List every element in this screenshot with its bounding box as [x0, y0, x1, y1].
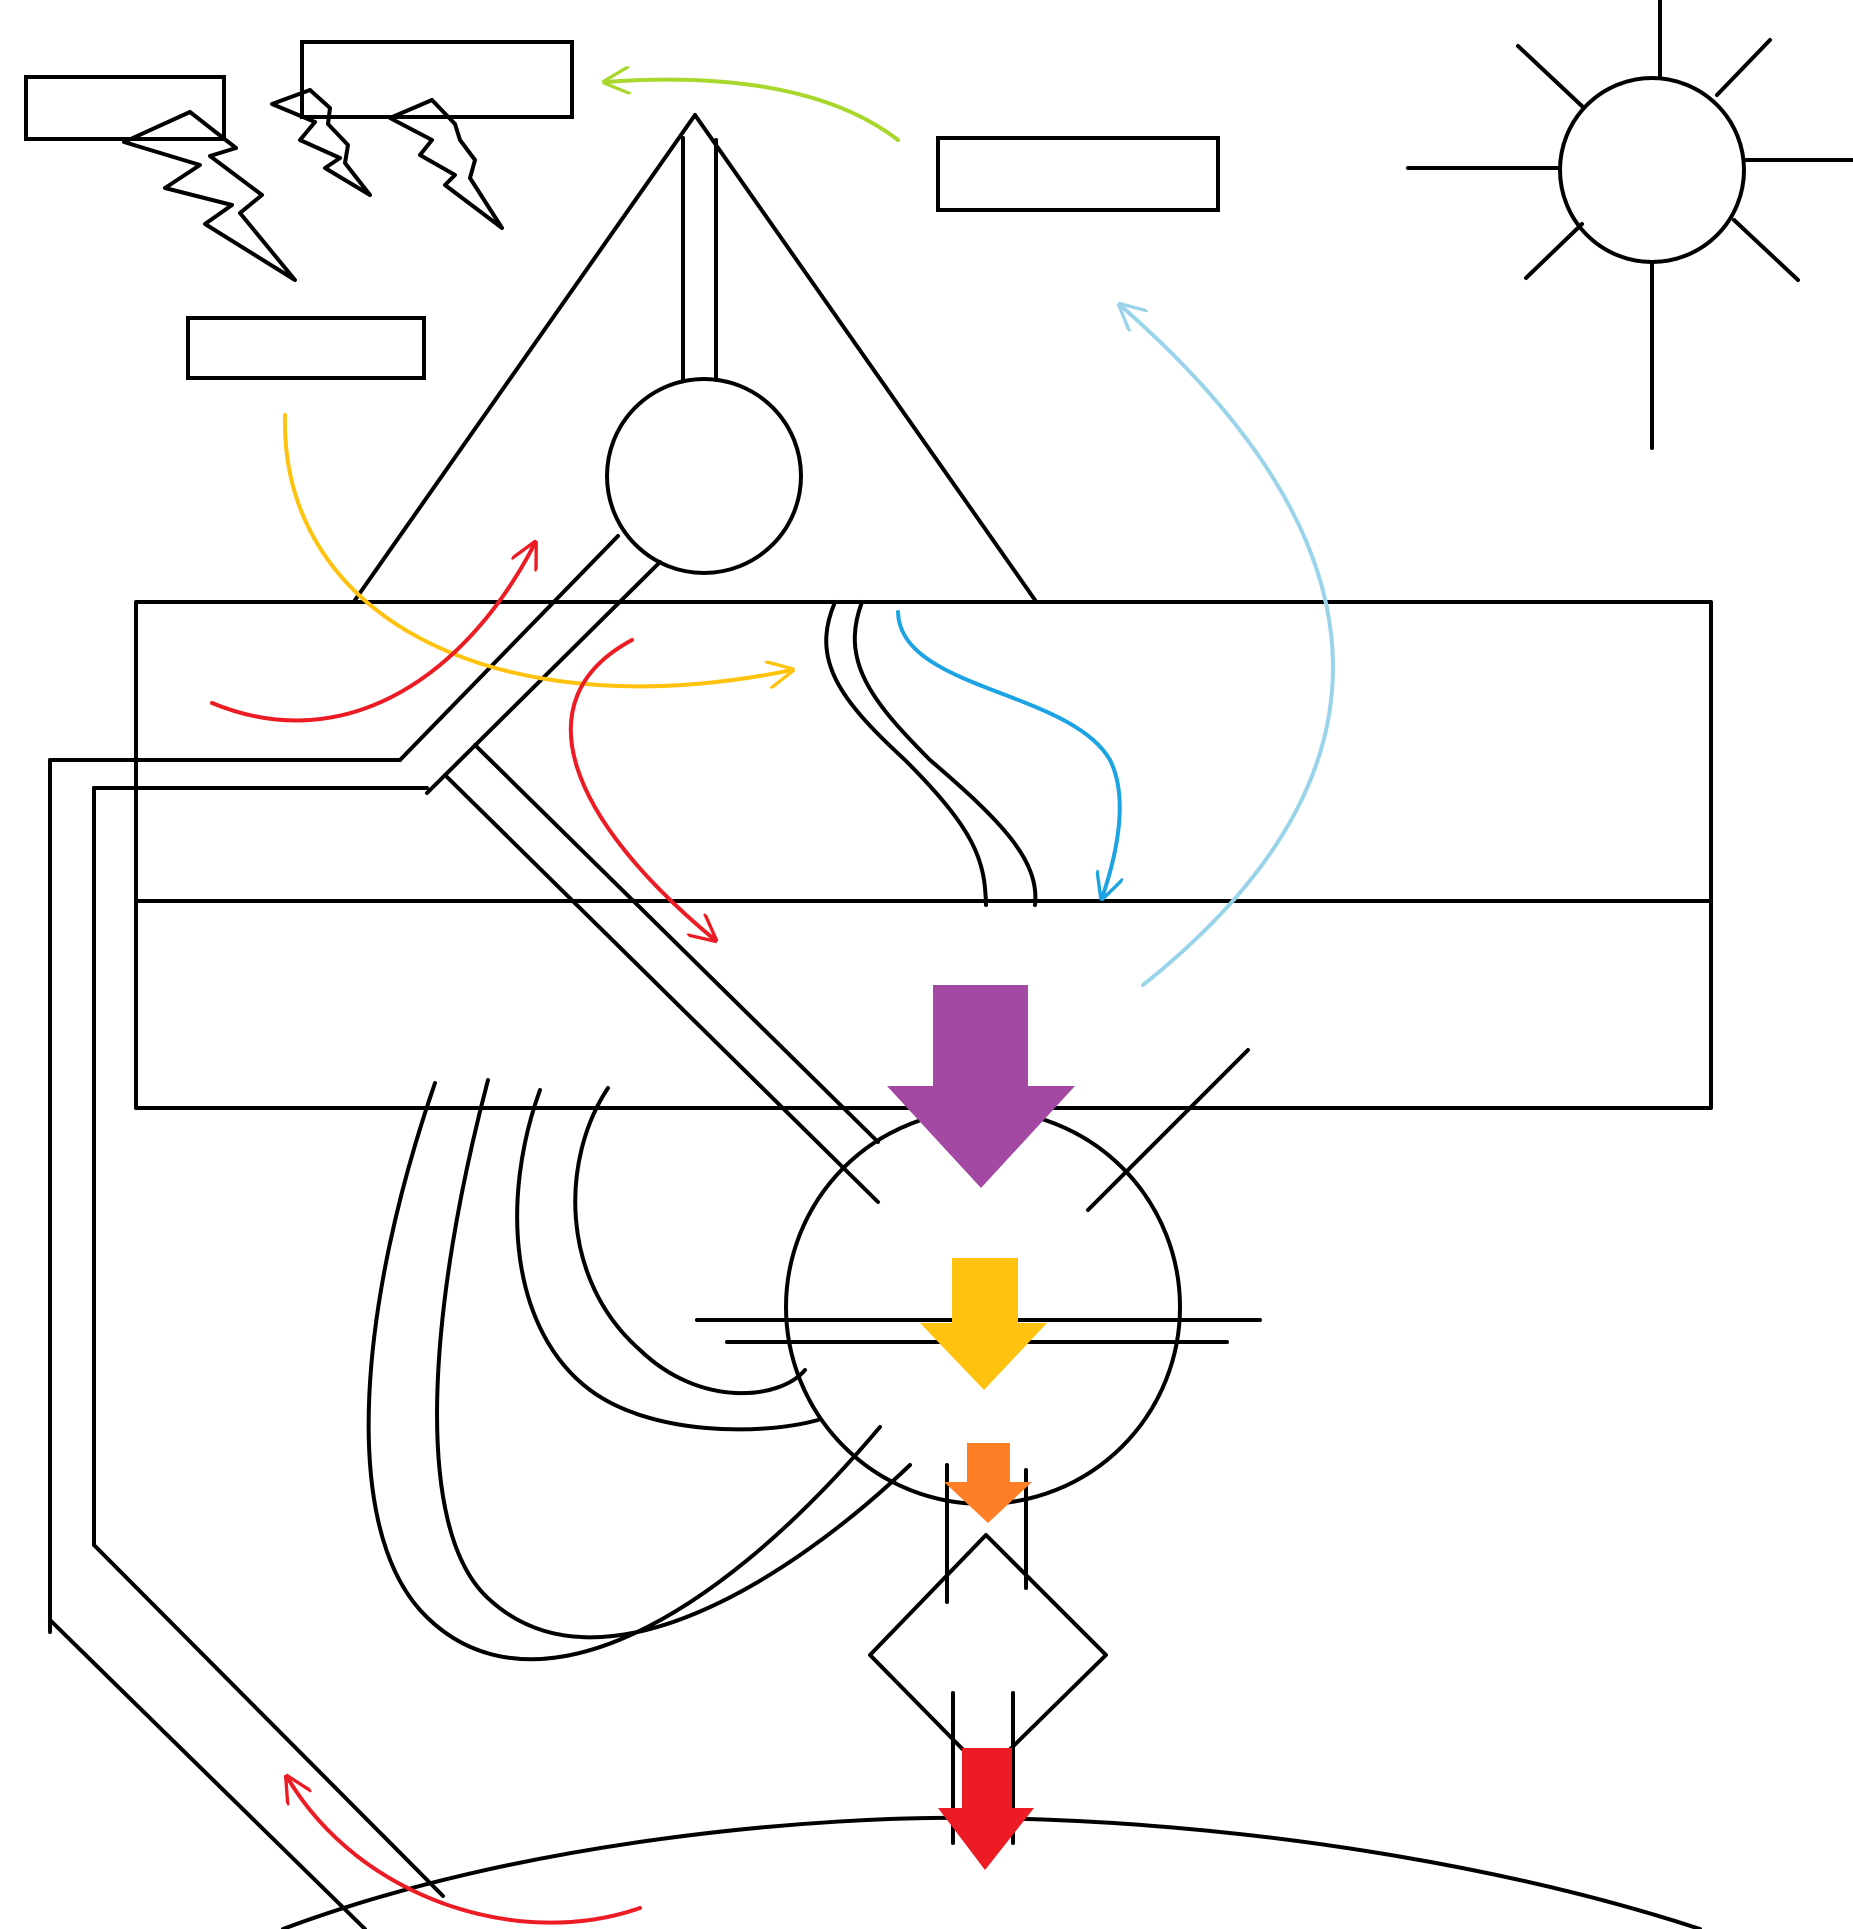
- red-arrow-bottom: [287, 1777, 642, 1925]
- label-box-left: [186, 316, 426, 380]
- conduit-pipes: [48, 534, 1250, 1929]
- layer-boxes: [134, 600, 1713, 1110]
- light-blue-arrow: [1120, 305, 1335, 987]
- sun-icon: [1406, 0, 1853, 450]
- curved-channels: [366, 1078, 912, 1662]
- orange-block-arrow: [944, 1443, 1032, 1523]
- yellow-arrow: [282, 413, 792, 686]
- label-box-top-right: [936, 136, 1220, 212]
- label-box-top-left: [24, 75, 226, 141]
- blue-arrow: [896, 610, 1120, 898]
- yellow-block-arrow: [920, 1258, 1047, 1390]
- purple-block-arrow: [887, 985, 1075, 1188]
- red-block-arrow: [938, 1748, 1034, 1870]
- lightning-bolt-icon: [122, 88, 504, 282]
- green-arrow: [605, 80, 900, 142]
- red-arrow-middle: [568, 638, 715, 940]
- red-arrow-upper: [210, 543, 535, 723]
- mountain-outline: [353, 113, 1037, 602]
